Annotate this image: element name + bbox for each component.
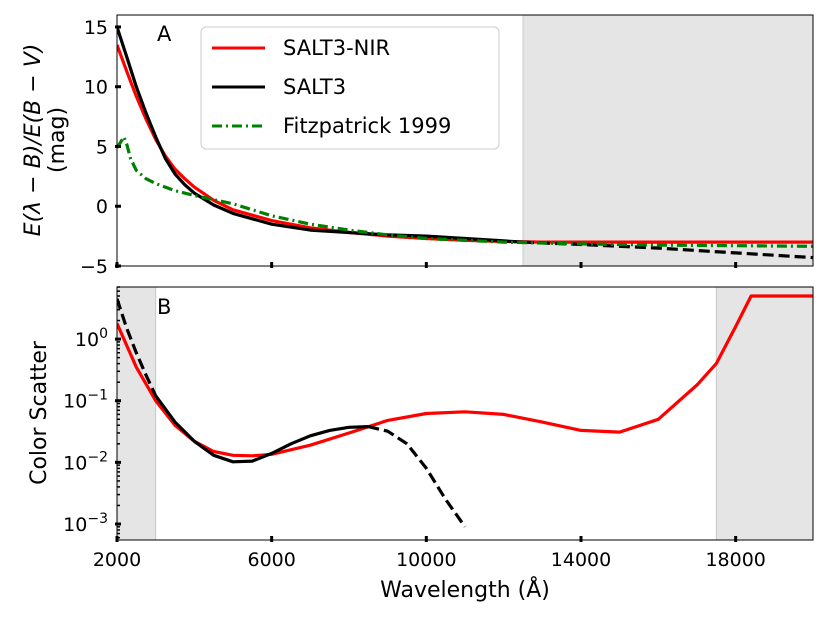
panel-a-frame xyxy=(116,14,814,267)
panel-b-x-tick-label-4: 14000 xyxy=(551,549,611,571)
panel-b-frame xyxy=(116,286,814,541)
panel-b-series-salt3-2 xyxy=(154,394,369,464)
x-axis-label: Wavelength (Å) xyxy=(380,576,550,603)
panel-a-letter: A xyxy=(157,22,172,46)
panel-a-series xyxy=(117,26,813,260)
panel-a: 15 10 5 0 −5 A SALT3-NIR SALT3 Fitzpatrick 1… xyxy=(21,14,814,278)
panel-a-y-axis-label: E(λ − B)/E(B − V) (mag) xyxy=(21,44,70,237)
panel-a-y-label-units: (mag) xyxy=(45,107,70,173)
panel-b-ticks: 100 10−1 10−2 10−3 2000 6000 10000 14000 18000 xyxy=(63,286,766,571)
panel-a-y-tick-label-1: 15 xyxy=(84,17,108,39)
legend-label-salt3: SALT3 xyxy=(283,75,346,99)
panel-a-y-tick-label-2: 10 xyxy=(84,77,108,99)
panel-a-ticks: 15 10 5 0 −5 xyxy=(80,17,738,278)
panel-b-x-tick-label-1: 2000 xyxy=(93,549,141,571)
panel-a-y-tick-label-5: −5 xyxy=(80,256,108,278)
legend-box xyxy=(200,26,500,150)
legend-label-salt3-nir: SALT3-NIR xyxy=(283,36,390,60)
panel-a-y-tick-label-3: 5 xyxy=(96,136,108,158)
panel-b-y-tick-label-2: 10−1 xyxy=(63,388,108,413)
panel-b-y-tick-label-3: 10−2 xyxy=(63,449,108,474)
panel-b-shaded-region-1 xyxy=(116,286,157,541)
panel-b-x-tick-label-5: 18000 xyxy=(705,549,765,571)
panel-a-shaded-region xyxy=(522,14,814,267)
panel-a-series-fitzpatrick-1999-4 xyxy=(117,135,813,248)
panel-a-y-tick-label-4: 0 xyxy=(96,196,108,218)
panel-b-series-salt3-nir-1 xyxy=(117,294,813,458)
legend-label-fitzpatrick-1999: Fitzpatrick 1999 xyxy=(283,114,451,138)
panel-b-shaded-regions xyxy=(116,286,814,541)
panel-b-y-tick-label-1: 100 xyxy=(75,326,108,351)
panel-b-series-salt3-extrapolated-3 xyxy=(117,298,158,397)
panel-b-y-label: Color Scatter xyxy=(27,340,52,485)
panel-a-y-label: E(λ − B)/E(B − V) xyxy=(21,44,46,237)
panel-b-x-tick-label-3: 10000 xyxy=(396,549,456,571)
legend: SALT3-NIR SALT3 Fitzpatrick 1999 xyxy=(200,26,500,150)
panel-b-series-salt3-extrapolated-4 xyxy=(367,425,467,528)
panel-b: 100 10−1 10−2 10−3 2000 6000 10000 14000 18000 B… xyxy=(27,286,814,603)
panel-b-letter: B xyxy=(157,295,171,319)
panel-b-y-tick-label-4: 10−3 xyxy=(63,511,108,536)
panel-b-x-tick-label-2: 6000 xyxy=(247,549,295,571)
panel-b-shaded-region-2 xyxy=(715,286,814,541)
panel-a-series-salt3-2 xyxy=(117,26,524,244)
panel-b-series xyxy=(117,294,813,528)
panel-a-shaded-regions xyxy=(522,14,814,267)
